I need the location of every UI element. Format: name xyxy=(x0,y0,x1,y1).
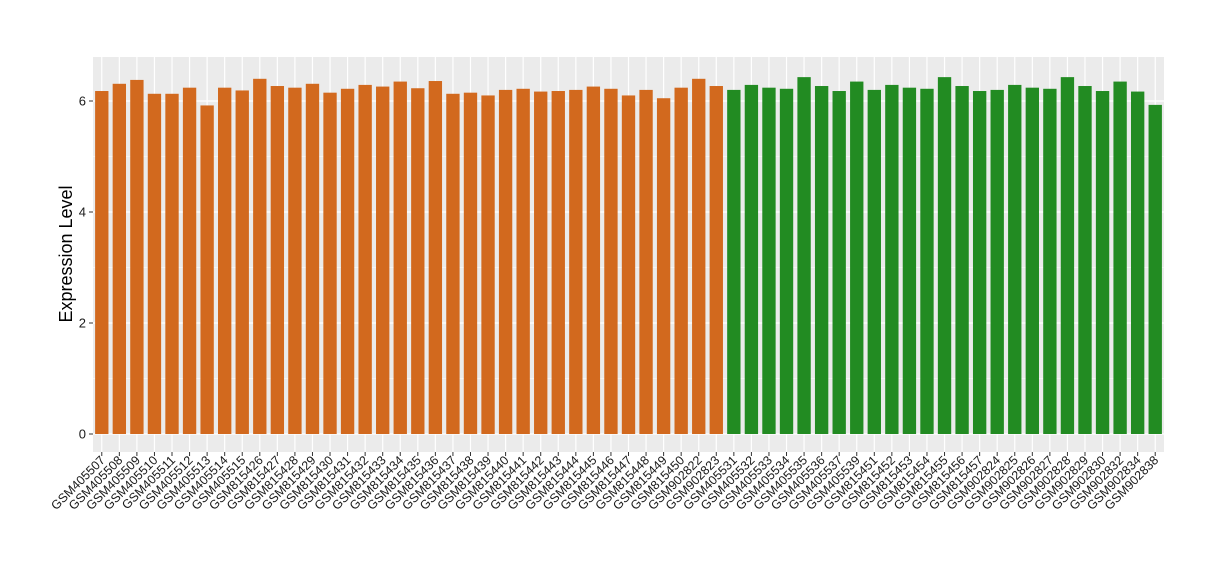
bar xyxy=(955,86,969,434)
bar xyxy=(1078,86,1092,434)
bar xyxy=(340,88,355,434)
bar xyxy=(990,89,1004,435)
bar xyxy=(1025,87,1039,435)
bar xyxy=(762,87,776,435)
bar xyxy=(200,105,214,434)
bar xyxy=(867,89,881,435)
bar xyxy=(920,88,934,434)
bar xyxy=(1008,84,1022,434)
y-tick-label: 2 xyxy=(79,316,86,331)
bar xyxy=(270,86,285,434)
bar xyxy=(779,88,794,434)
bar xyxy=(885,84,899,434)
bar xyxy=(393,81,407,434)
bar xyxy=(586,86,601,434)
bar xyxy=(1060,77,1075,434)
bar xyxy=(218,87,232,435)
bar xyxy=(1113,81,1127,434)
bar xyxy=(165,93,179,434)
bar xyxy=(428,81,443,435)
bar xyxy=(1043,88,1057,434)
bar xyxy=(253,78,267,435)
bar xyxy=(411,88,425,435)
bars xyxy=(95,77,1162,435)
y-tick-label: 6 xyxy=(79,94,86,109)
y-tick-label: 0 xyxy=(79,427,86,442)
bar xyxy=(621,95,636,434)
bar xyxy=(481,95,495,434)
bar xyxy=(639,89,653,435)
x-axis: GSM405507GSM405508GSM405509GSM405510GSM4… xyxy=(48,452,1161,513)
bar xyxy=(112,83,127,435)
bar xyxy=(130,79,144,434)
bar xyxy=(147,93,162,434)
bar xyxy=(744,84,759,434)
bar xyxy=(902,87,917,435)
bar xyxy=(288,87,302,435)
bar xyxy=(358,84,372,434)
bar xyxy=(604,88,618,434)
bar xyxy=(182,87,197,435)
bar xyxy=(709,86,723,434)
bar xyxy=(323,92,337,435)
bar xyxy=(797,77,811,434)
bar xyxy=(1130,91,1145,434)
bar xyxy=(727,89,741,435)
bar xyxy=(569,89,583,435)
bar xyxy=(95,91,109,434)
bar xyxy=(692,78,706,435)
bar xyxy=(551,91,565,434)
bar xyxy=(305,83,320,435)
bar xyxy=(376,86,390,434)
bar xyxy=(832,91,846,434)
bar xyxy=(463,92,478,435)
y-axis: 0 2 4 6 xyxy=(79,94,93,442)
bar xyxy=(814,86,829,434)
bar xyxy=(534,91,548,434)
bar xyxy=(1095,91,1110,434)
bar xyxy=(446,93,460,434)
bar xyxy=(516,88,530,434)
y-axis-title: Expression Level xyxy=(56,185,76,322)
y-tick-label: 4 xyxy=(79,205,86,220)
bar xyxy=(498,89,513,435)
bar xyxy=(656,98,671,434)
bar xyxy=(674,87,688,435)
bar xyxy=(235,90,249,434)
bar xyxy=(937,77,952,434)
bar xyxy=(850,81,864,434)
bar xyxy=(972,91,987,434)
bar xyxy=(1148,104,1162,434)
